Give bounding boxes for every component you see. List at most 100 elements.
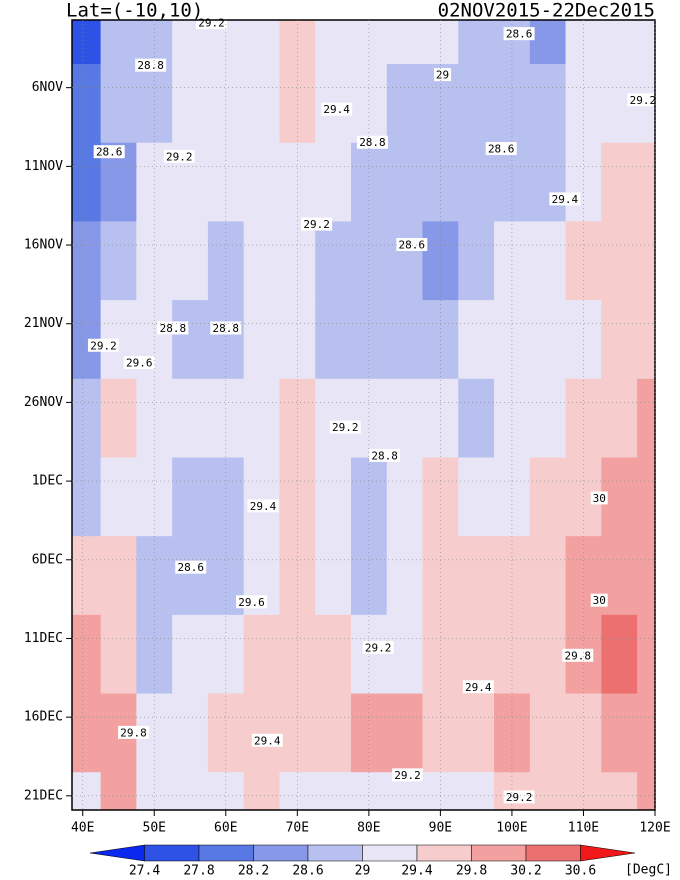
cell: [529, 64, 567, 144]
x-tick-label: 70E: [286, 821, 309, 836]
y-tick-label: 1DEC: [32, 474, 63, 489]
cell: [565, 64, 602, 144]
contour-label-box: [549, 192, 581, 206]
cell: [458, 221, 495, 301]
contour-label-box: [123, 356, 155, 370]
colorbar-segment: [416, 844, 472, 862]
cell: [494, 693, 531, 773]
contour-label-box: [627, 93, 659, 107]
field: [72, 20, 655, 810]
cell: [350, 457, 388, 537]
contour-label-box: [590, 491, 608, 505]
colorbar-label: 27.4: [129, 864, 160, 879]
cell: [601, 221, 638, 301]
cell: [172, 378, 209, 458]
contour-label-box: [485, 142, 517, 156]
cell: [315, 378, 352, 458]
cell: [207, 64, 245, 144]
contour-label-box: [369, 448, 401, 462]
cell: [494, 378, 531, 458]
cell: [422, 378, 459, 458]
contour-label: 29.4: [250, 500, 277, 513]
contour-label-box: [503, 790, 535, 804]
y-tick-label: 6DEC: [32, 552, 63, 567]
colorbar-segment: [307, 844, 363, 862]
cell: [350, 614, 388, 695]
contour-label: 29.8: [120, 726, 147, 739]
cell: [315, 693, 352, 773]
cell: [72, 614, 102, 695]
cell: [172, 693, 209, 773]
cell: [350, 142, 388, 222]
cell: [386, 221, 424, 301]
cell: [601, 300, 638, 380]
cell: [315, 772, 352, 810]
cell: [72, 693, 102, 773]
cell: [386, 457, 424, 537]
colorbar-segment: [253, 844, 309, 862]
contour-label-box: [301, 217, 333, 231]
contour-label: 29.6: [126, 357, 153, 370]
cell: [458, 64, 495, 144]
cell: [315, 20, 352, 65]
contour-label: 30: [593, 594, 606, 607]
cell: [494, 457, 531, 537]
cell: [243, 20, 280, 65]
cell: [458, 536, 495, 616]
cell: [458, 300, 495, 380]
chart-subtitle: 02NOV2015-22Dec2015: [438, 0, 655, 22]
cell: [279, 614, 316, 695]
cell: [350, 221, 388, 301]
contour-label-box: [87, 338, 119, 352]
cell: [315, 300, 352, 380]
contour-label: 28.6: [506, 28, 533, 41]
contour-label: 29.2: [90, 339, 117, 352]
cell: [207, 457, 245, 537]
colorbar-label: 29.8: [456, 864, 487, 879]
cell: [172, 221, 209, 301]
contour-label-box: [562, 648, 594, 662]
cell: [172, 457, 209, 537]
cell: [172, 772, 209, 810]
cell: [136, 20, 173, 65]
cell: [350, 693, 388, 773]
cell: [72, 378, 102, 458]
cell: [386, 142, 424, 222]
cell: [637, 221, 655, 301]
contour-label-box: [362, 640, 394, 654]
cell: [529, 693, 567, 773]
colorbar-label: 29: [355, 864, 371, 879]
cell: [422, 457, 459, 537]
contour-label: 28.8: [160, 322, 187, 335]
contour-label-box: [396, 238, 428, 252]
cell: [565, 221, 602, 301]
contour-label: 29.2: [630, 94, 657, 107]
cell: [458, 693, 495, 773]
cell: [637, 693, 655, 773]
contour-label: 29.2: [506, 791, 533, 804]
contour-label: 30: [593, 492, 606, 505]
cell: [529, 614, 567, 695]
cell: [243, 457, 280, 537]
cell: [279, 378, 316, 458]
cell: [458, 378, 495, 458]
x-tick-label: 60E: [214, 821, 237, 836]
contour-label: 28.6: [399, 239, 426, 252]
contour-label: 29.2: [394, 769, 421, 782]
cell: [350, 300, 388, 380]
plot-frame: [71, 19, 656, 811]
cell: [279, 693, 316, 773]
cell: [386, 772, 424, 810]
cell: [422, 772, 459, 810]
colorbar-segment: [89, 844, 145, 862]
cell: [494, 221, 531, 301]
cell: [601, 20, 638, 65]
contour-label-box: [135, 58, 167, 72]
cell: [172, 64, 209, 144]
cell: [529, 300, 567, 380]
contour-label-box: [503, 27, 535, 41]
contour-label-box: [434, 68, 452, 82]
cell: [350, 378, 388, 458]
cell: [243, 64, 280, 144]
